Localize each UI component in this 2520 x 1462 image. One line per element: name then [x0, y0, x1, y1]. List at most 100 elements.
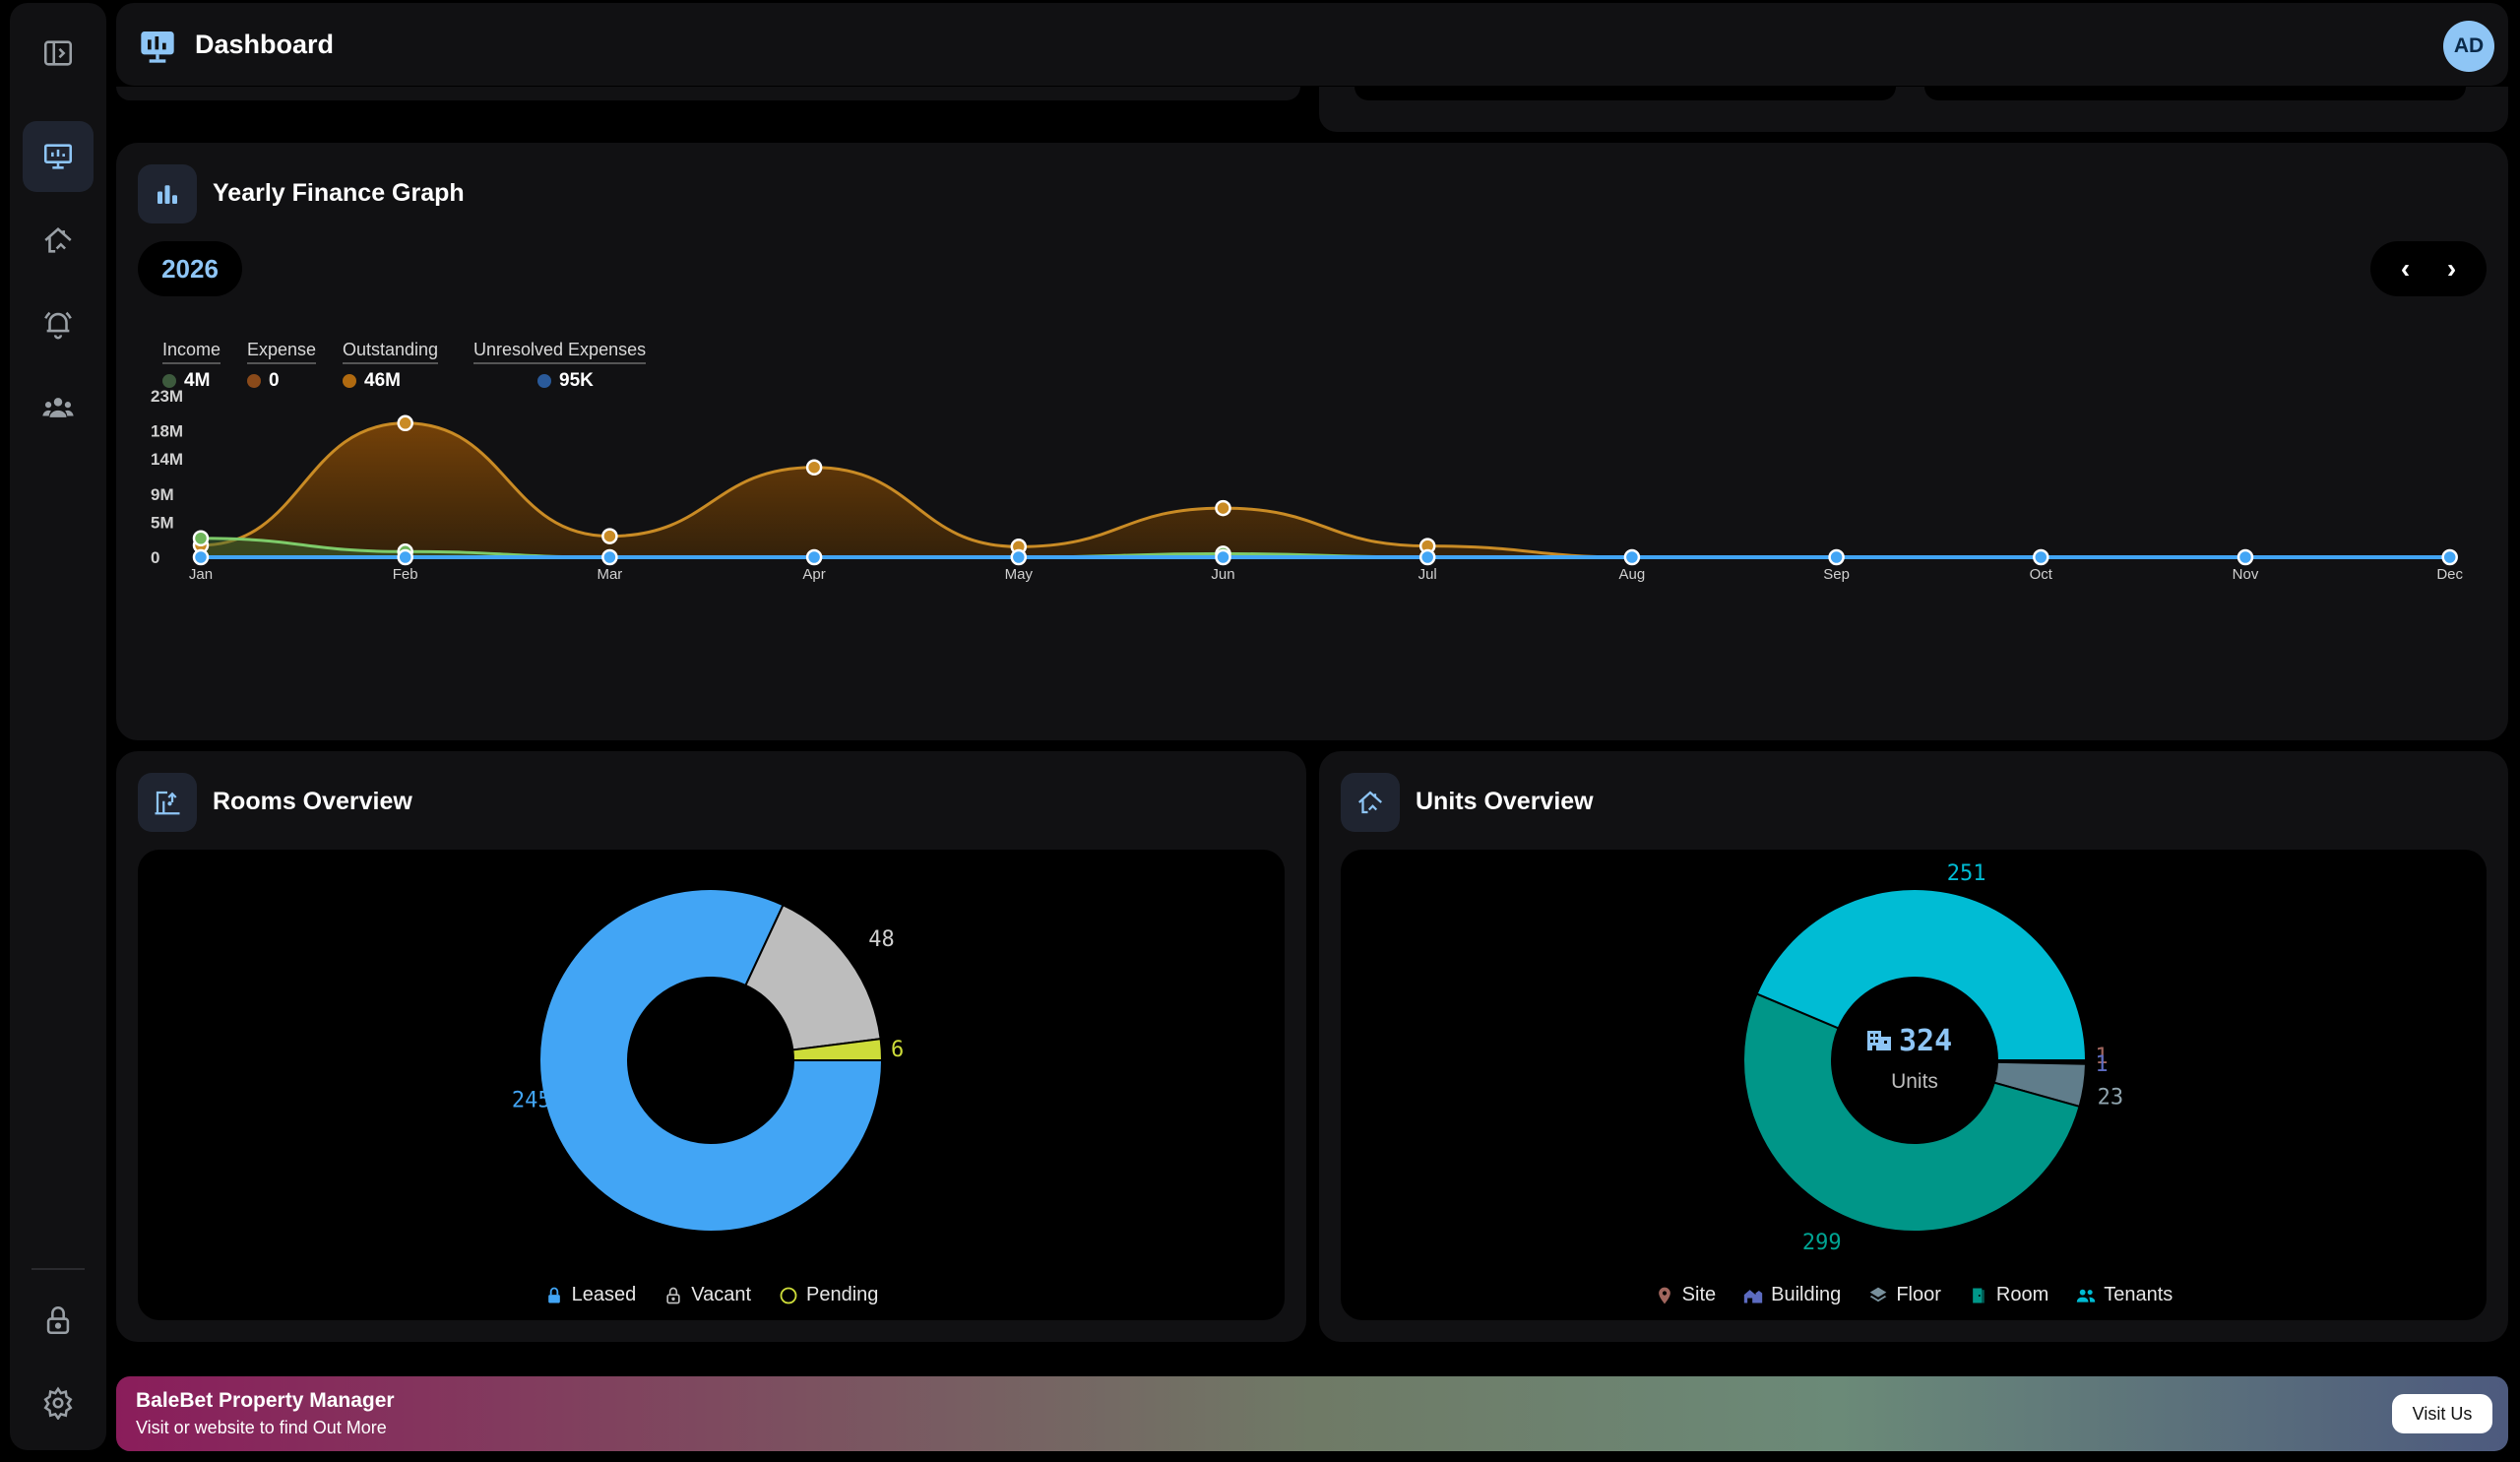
x-tick-label: Jun	[1211, 566, 1234, 583]
slice-value-label: 245	[512, 1089, 551, 1113]
legend-expense[interactable]: Expense 0	[247, 340, 317, 391]
unresolved-expenses-point[interactable]	[397, 548, 413, 566]
sidebar-item-properties[interactable]	[23, 205, 94, 276]
sidebar-toggle-icon	[43, 40, 73, 66]
unresolved-expenses-point[interactable]	[1828, 548, 1845, 566]
rooms-card-title: Rooms Overview	[213, 788, 412, 815]
income-point[interactable]	[192, 530, 210, 546]
legend-site[interactable]: Site	[1655, 1284, 1716, 1306]
legend-room[interactable]: Room	[1969, 1284, 2048, 1306]
units-legend: Site Building Floor Room Tenants	[1341, 1284, 2487, 1306]
sidebar-item-settings[interactable]	[23, 1367, 94, 1438]
rooms-chart-panel: 245 48 6 Leased Vacant Pending	[138, 850, 1285, 1320]
slice-room[interactable]	[1742, 992, 2081, 1233]
legend-vacant[interactable]: Vacant	[663, 1284, 751, 1306]
door-open-icon	[155, 791, 180, 815]
y-tick-label: 23M	[151, 389, 183, 406]
sidebar-toggle-button[interactable]	[23, 18, 94, 89]
legend-dot	[343, 374, 356, 388]
promo-banner: BaleBet Property Manager Visit or websit…	[116, 1376, 2508, 1451]
top-header: Dashboard AD	[116, 3, 2508, 86]
outstanding-point[interactable]	[805, 459, 823, 476]
x-tick-label: Apr	[802, 566, 825, 583]
bell-icon	[44, 311, 72, 340]
pending-icon	[780, 1287, 797, 1303]
y-tick-label: 0	[151, 548, 159, 567]
unresolved-expenses-point[interactable]	[1010, 548, 1028, 566]
sidebar-item-lock[interactable]	[23, 1285, 94, 1356]
units-donut-chart: 324 Units 11 23 299 251	[1742, 861, 2124, 1255]
donut-slices	[538, 888, 884, 1233]
finance-area-chart: 23M 18M 14M 9M 5M 0 Jan Feb Mar Apr May Jun Jul Aug Se…	[151, 389, 2464, 583]
x-tick-label: Mar	[597, 566, 622, 583]
home-icon	[1358, 791, 1382, 814]
legend-unresolved-expenses[interactable]: Unresolved Expenses 95K	[473, 340, 647, 391]
unresolved-expenses-point[interactable]	[192, 548, 210, 566]
slice-value-label: 1	[2095, 1045, 2108, 1069]
prev-year-button[interactable]: ‹	[2400, 253, 2411, 284]
slice-value-label: 23	[2098, 1086, 2124, 1111]
units-overview-card: Units Overview 324 Units 1 1 23 299 251 Site	[1319, 751, 2508, 1342]
x-tick-label: Feb	[393, 566, 418, 583]
layers-icon	[1869, 1287, 1887, 1302]
unresolved-expenses-point[interactable]	[2441, 548, 2458, 566]
legend-pending[interactable]: Pending	[779, 1284, 878, 1306]
slice-leased[interactable]	[538, 888, 884, 1233]
slice-value-label: 6	[891, 1038, 904, 1062]
unresolved-expenses-point[interactable]	[2033, 548, 2049, 566]
year-nav: ‹ ›	[2370, 241, 2487, 296]
units-chart-panel: 324 Units 1 1 23 299 251 Site Building Floor…	[1341, 850, 2487, 1320]
legend-leased[interactable]: Leased	[544, 1284, 636, 1306]
rooms-donut-chart: 245 48 6	[512, 888, 904, 1233]
sidebar-item-users[interactable]	[23, 372, 94, 443]
y-tick-label: 14M	[151, 450, 183, 469]
slice-value-label: 1	[2095, 1052, 2108, 1077]
building-icon	[1743, 1289, 1763, 1303]
outstanding-point[interactable]	[601, 528, 618, 544]
banner-title: BaleBet Property Manager	[136, 1389, 395, 1412]
x-tick-label: Dec	[2436, 566, 2463, 583]
legend-floor[interactable]: Floor	[1868, 1284, 1941, 1306]
unresolved-expenses-point[interactable]	[1418, 548, 1436, 566]
units-total: 324	[1899, 1024, 1952, 1058]
y-tick-label: 9M	[151, 485, 174, 504]
sidebar	[10, 3, 106, 1450]
legend-building[interactable]: Building	[1743, 1284, 1841, 1306]
outstanding-point[interactable]	[1215, 499, 1231, 517]
users-icon	[2077, 1289, 2096, 1303]
next-year-button[interactable]: ›	[2446, 253, 2457, 284]
unresolved-expenses-point[interactable]	[2236, 548, 2254, 566]
year-selector[interactable]: 2026	[138, 241, 242, 296]
sidebar-item-dashboard[interactable]	[23, 121, 94, 192]
visit-us-button[interactable]: Visit Us	[2392, 1394, 2492, 1433]
slice-tenants[interactable]	[1755, 888, 2088, 1061]
unresolved-expenses-point[interactable]	[805, 548, 823, 566]
page-title: Dashboard	[195, 30, 335, 59]
units-center-label: 324 Units	[1867, 1024, 1952, 1093]
top-card-right-edge	[1319, 87, 2508, 132]
dashboard-logo-icon	[141, 32, 174, 63]
bar-chart-icon	[158, 185, 177, 204]
outstanding-point[interactable]	[397, 414, 413, 432]
unresolved-expenses-point[interactable]	[1623, 548, 1641, 566]
y-tick-label: 18M	[151, 422, 183, 441]
slice-pending[interactable]	[791, 1038, 884, 1061]
legend-tenants[interactable]: Tenants	[2076, 1284, 2173, 1306]
rooms-overview-card: Rooms Overview 245 48 6 Leased Vacant Pend…	[116, 751, 1306, 1342]
rooms-legend: Leased Vacant Pending	[138, 1284, 1285, 1306]
slice-value-label: 299	[1802, 1231, 1842, 1255]
unresolved-expenses-point[interactable]	[601, 548, 618, 566]
avatar[interactable]: AD	[2443, 21, 2494, 72]
sidebar-item-notifications[interactable]	[23, 288, 94, 359]
presentation-icon	[43, 144, 73, 169]
legend-income[interactable]: Income 4M	[162, 340, 221, 391]
finance-card-icon-wrap	[138, 164, 197, 223]
legend-dot	[247, 374, 261, 388]
unlock-icon	[666, 1287, 680, 1303]
banner-subtitle: Visit or website to find Out More	[136, 1418, 387, 1437]
x-tick-label: Sep	[1823, 566, 1850, 583]
x-tick-label: May	[1005, 566, 1034, 583]
unresolved-expenses-point[interactable]	[1215, 548, 1231, 566]
legend-outstanding[interactable]: Outstanding 46M	[343, 340, 439, 391]
map-pin-icon	[1658, 1287, 1670, 1303]
